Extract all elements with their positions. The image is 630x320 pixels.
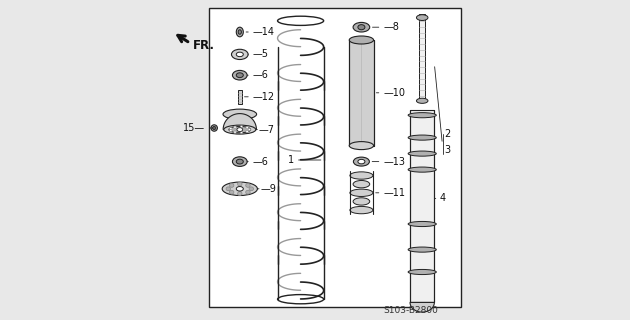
Text: —11: —11 xyxy=(383,188,405,198)
Ellipse shape xyxy=(229,126,251,133)
Ellipse shape xyxy=(224,125,256,134)
Text: —7: —7 xyxy=(259,124,275,135)
Ellipse shape xyxy=(349,36,374,44)
Ellipse shape xyxy=(408,113,437,118)
Ellipse shape xyxy=(408,247,437,252)
Text: FR.: FR. xyxy=(193,39,215,52)
Ellipse shape xyxy=(349,141,374,150)
Text: 15—: 15— xyxy=(183,123,205,133)
Ellipse shape xyxy=(229,183,234,187)
Ellipse shape xyxy=(211,125,217,131)
Ellipse shape xyxy=(353,180,370,188)
Text: 4: 4 xyxy=(440,193,446,204)
Ellipse shape xyxy=(238,182,242,186)
Ellipse shape xyxy=(229,190,234,194)
Text: —6: —6 xyxy=(253,70,268,80)
Ellipse shape xyxy=(350,189,373,196)
Text: 2: 2 xyxy=(445,129,451,140)
Ellipse shape xyxy=(278,295,324,304)
Ellipse shape xyxy=(229,127,232,130)
Ellipse shape xyxy=(408,135,437,140)
Ellipse shape xyxy=(231,49,248,60)
Ellipse shape xyxy=(240,131,243,133)
Ellipse shape xyxy=(408,151,437,156)
Ellipse shape xyxy=(249,187,253,191)
Ellipse shape xyxy=(408,269,437,275)
Polygon shape xyxy=(223,114,256,130)
Text: —14: —14 xyxy=(253,27,275,37)
Text: 3: 3 xyxy=(445,145,450,156)
Text: —8: —8 xyxy=(383,22,399,32)
Ellipse shape xyxy=(353,22,370,32)
Ellipse shape xyxy=(237,128,243,132)
Ellipse shape xyxy=(240,126,243,128)
Ellipse shape xyxy=(238,30,241,34)
Text: —12: —12 xyxy=(253,92,275,102)
Ellipse shape xyxy=(234,126,236,128)
Ellipse shape xyxy=(408,221,437,227)
Ellipse shape xyxy=(248,129,251,131)
Ellipse shape xyxy=(222,182,258,196)
Ellipse shape xyxy=(416,15,428,20)
Ellipse shape xyxy=(416,98,428,103)
Text: —6: —6 xyxy=(253,156,268,167)
Ellipse shape xyxy=(232,70,247,80)
Text: —13: —13 xyxy=(383,156,405,167)
Bar xyxy=(349,40,374,146)
Text: —10: —10 xyxy=(383,88,405,98)
Ellipse shape xyxy=(236,27,243,37)
Ellipse shape xyxy=(246,130,248,132)
Ellipse shape xyxy=(236,73,243,78)
Bar xyxy=(238,90,242,104)
Polygon shape xyxy=(410,302,434,312)
Ellipse shape xyxy=(226,187,231,191)
Ellipse shape xyxy=(236,187,243,191)
Ellipse shape xyxy=(350,172,373,179)
Text: —9: —9 xyxy=(261,184,277,194)
Bar xyxy=(420,14,425,101)
Ellipse shape xyxy=(234,131,236,133)
Ellipse shape xyxy=(229,130,232,132)
Ellipse shape xyxy=(358,159,365,164)
Ellipse shape xyxy=(246,127,248,129)
Text: —5: —5 xyxy=(253,49,268,60)
Ellipse shape xyxy=(236,159,243,164)
Ellipse shape xyxy=(358,25,365,30)
Ellipse shape xyxy=(246,190,250,194)
Ellipse shape xyxy=(223,109,256,119)
Ellipse shape xyxy=(212,126,216,130)
Ellipse shape xyxy=(350,206,373,214)
Ellipse shape xyxy=(353,157,369,166)
Ellipse shape xyxy=(238,192,242,196)
Ellipse shape xyxy=(408,167,437,172)
Ellipse shape xyxy=(353,198,370,205)
Text: S103-B2800: S103-B2800 xyxy=(384,306,438,315)
Bar xyxy=(410,110,434,302)
Ellipse shape xyxy=(278,16,324,25)
Ellipse shape xyxy=(246,183,250,187)
Ellipse shape xyxy=(236,52,243,57)
Text: 1: 1 xyxy=(288,155,294,165)
Ellipse shape xyxy=(232,157,247,166)
Bar xyxy=(209,8,461,307)
